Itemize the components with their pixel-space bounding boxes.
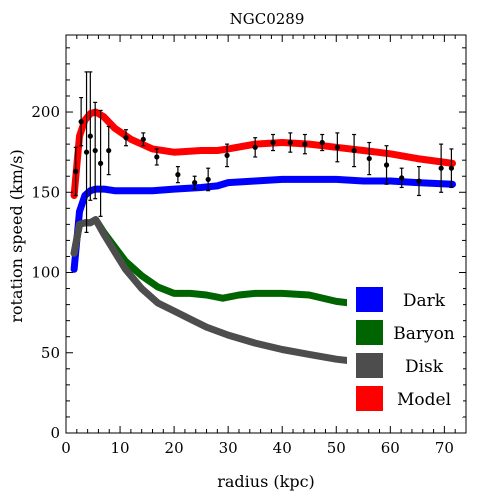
legend-swatch-disk <box>356 353 383 378</box>
data-point <box>92 147 98 154</box>
legend-label-model: Model <box>397 390 451 410</box>
x-tick-label: 0 <box>61 439 71 457</box>
series-line-dark <box>70 175 456 273</box>
axis-ticks: 0 10 20 30 40 50 60 70 0 50 100 150 200 <box>31 35 466 457</box>
data-point <box>366 155 372 162</box>
observed-points-layer <box>73 71 455 233</box>
data-point <box>87 133 93 139</box>
x-tick-label: 30 <box>219 439 238 457</box>
data-point <box>205 176 211 183</box>
legend-label-dark: Dark <box>403 291 446 311</box>
data-point <box>140 136 146 142</box>
y-tick-label: 50 <box>41 344 60 362</box>
legend: Dark Baryon Disk Model <box>347 277 463 417</box>
data-point <box>123 135 129 141</box>
legend-label-disk: Disk <box>405 357 444 377</box>
data-point <box>448 165 455 171</box>
data-point <box>438 165 444 171</box>
data-point <box>78 119 84 125</box>
x-tick-label: 60 <box>381 439 400 457</box>
data-point <box>399 175 405 181</box>
legend-swatch-baryon <box>356 320 383 345</box>
x-tick-label: 70 <box>435 439 454 457</box>
data-point <box>383 162 390 168</box>
data-point <box>154 154 160 160</box>
data-point <box>302 141 308 147</box>
x-tick-label: 20 <box>165 439 184 457</box>
data-point <box>97 160 104 166</box>
data-point <box>416 178 422 184</box>
data-point <box>334 144 340 150</box>
plot-frame <box>65 34 467 434</box>
data-point <box>224 152 230 158</box>
data-point <box>83 149 90 155</box>
data-point <box>351 147 357 154</box>
x-tick-label: 50 <box>327 439 346 457</box>
y-tick-label: 100 <box>31 264 60 282</box>
y-tick-label: 200 <box>31 103 60 121</box>
x-axis-label: radius (kpc) <box>217 472 315 491</box>
data-point <box>175 172 181 178</box>
data-point <box>252 144 258 150</box>
y-tick-label: 150 <box>31 183 60 201</box>
x-tick-label: 40 <box>273 439 292 457</box>
data-point <box>270 139 276 146</box>
x-tick-label: 10 <box>111 439 130 457</box>
legend-label-baryon: Baryon <box>393 324 455 344</box>
data-point <box>319 139 325 146</box>
y-axis-label: rotation speed (km/s) <box>7 149 26 323</box>
legend-swatch-model <box>356 386 383 411</box>
data-point <box>106 147 112 154</box>
y-tick-label: 0 <box>50 424 60 442</box>
data-point <box>287 139 293 146</box>
legend-swatch-dark <box>356 287 383 312</box>
chart-title: NGC0289 <box>230 10 305 28</box>
data-point <box>192 180 198 186</box>
data-point <box>73 168 79 175</box>
